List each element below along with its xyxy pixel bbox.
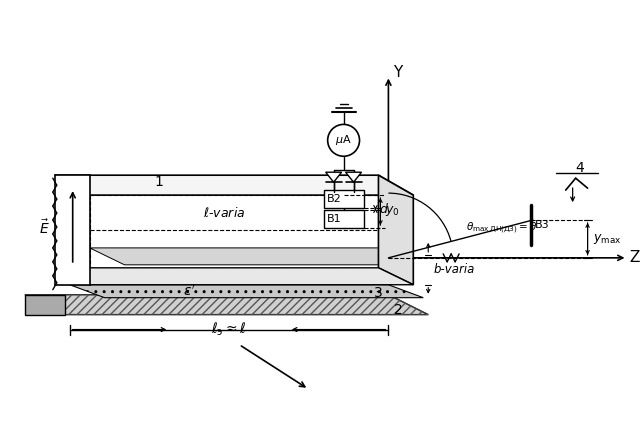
Text: 3: 3 xyxy=(374,286,383,300)
Polygon shape xyxy=(25,295,428,315)
Text: $\varepsilon'$: $\varepsilon'$ xyxy=(183,284,196,299)
Text: 1: 1 xyxy=(155,175,164,189)
Polygon shape xyxy=(324,190,364,208)
Polygon shape xyxy=(55,175,90,285)
Text: $\theta_{\rm max\,ДН(ДЗ)}=\theta$: $\theta_{\rm max\,ДН(ДЗ)}=\theta$ xyxy=(466,221,538,235)
Text: $\ell_{\rm э} \approx \ell$: $\ell_{\rm э} \approx \ell$ xyxy=(211,321,247,338)
Polygon shape xyxy=(55,175,413,195)
Text: 4: 4 xyxy=(575,161,584,175)
Text: $\ell$-varia: $\ell$-varia xyxy=(203,206,245,220)
Text: B3: B3 xyxy=(535,220,549,230)
Polygon shape xyxy=(326,172,342,182)
Circle shape xyxy=(328,124,360,156)
Polygon shape xyxy=(55,268,413,285)
Polygon shape xyxy=(324,210,364,228)
Text: $y_{\rm max}$: $y_{\rm max}$ xyxy=(593,232,621,246)
Text: b-varia: b-varia xyxy=(433,263,475,276)
Polygon shape xyxy=(378,175,413,285)
Text: Z: Z xyxy=(629,250,640,265)
Text: Y: Y xyxy=(394,65,403,80)
Text: $\vec{E}$: $\vec{E}$ xyxy=(40,219,50,237)
Polygon shape xyxy=(25,295,65,315)
Text: d: d xyxy=(380,202,387,216)
Text: B1: B1 xyxy=(326,214,341,224)
Polygon shape xyxy=(70,285,423,298)
Text: 2: 2 xyxy=(394,303,403,317)
Polygon shape xyxy=(346,172,362,182)
Text: $\mu$A: $\mu$A xyxy=(335,133,352,148)
Polygon shape xyxy=(90,248,413,265)
Text: B2: B2 xyxy=(326,194,341,204)
Text: $y_0$: $y_0$ xyxy=(385,204,400,218)
